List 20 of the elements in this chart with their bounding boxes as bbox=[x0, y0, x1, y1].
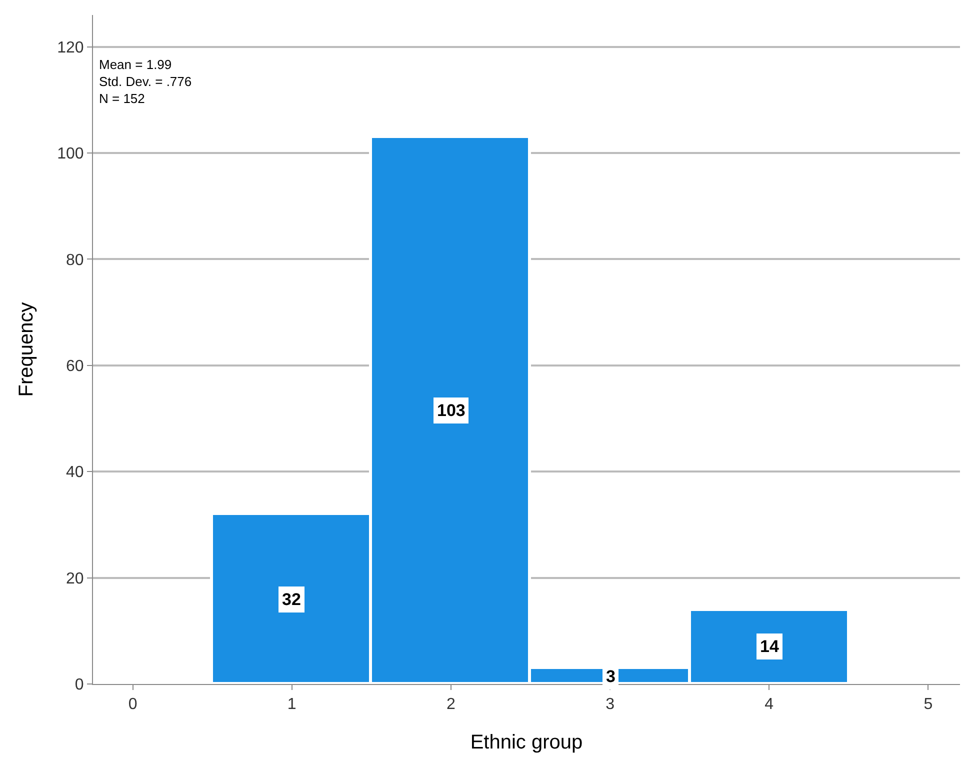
x-tick-label: 3 bbox=[606, 696, 615, 714]
x-tick-label: 5 bbox=[924, 696, 933, 714]
y-tick-label: 120 bbox=[57, 39, 84, 56]
y-tick-label: 100 bbox=[57, 146, 84, 163]
y-axis-title: Frequency bbox=[16, 302, 38, 397]
x-axis-title: Ethnic group bbox=[470, 732, 583, 754]
y-tick-label: 80 bbox=[66, 252, 84, 269]
y-tick-label: 40 bbox=[66, 464, 84, 482]
x-tick-label: 1 bbox=[287, 696, 296, 714]
data-label: 3 bbox=[606, 667, 616, 686]
x-tick-label: 2 bbox=[446, 696, 456, 714]
y-tick-label: 60 bbox=[66, 358, 84, 376]
annotation: Mean = 1.99 Std. Dev. = .776 N = 152 bbox=[99, 57, 192, 106]
data-label: 32 bbox=[282, 590, 301, 609]
y-tick-label: 20 bbox=[66, 570, 84, 588]
data-label: 14 bbox=[760, 637, 780, 656]
x-tick-label: 4 bbox=[764, 696, 774, 714]
data-label: 103 bbox=[437, 401, 466, 420]
y-tick-label: 0 bbox=[74, 676, 84, 694]
x-tick-label: 0 bbox=[128, 696, 138, 714]
